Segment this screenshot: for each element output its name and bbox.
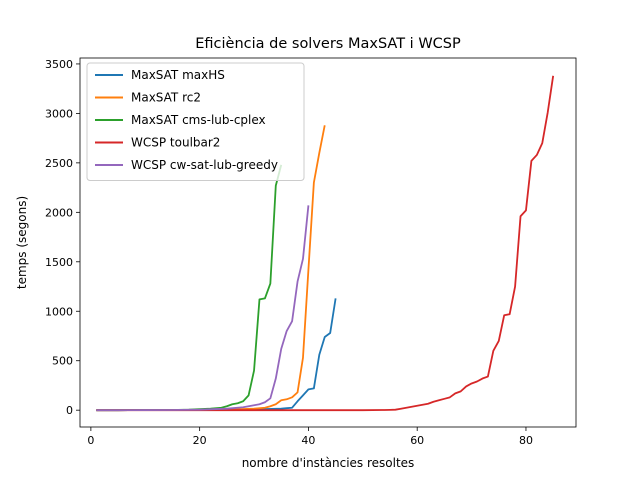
legend-label: MaxSAT cms-lub-cplex (131, 113, 266, 127)
x-tick-label: 40 (301, 434, 315, 447)
legend-label: WCSP toulbar2 (131, 136, 220, 150)
legend-label: WCSP cw-sat-lub-greedy (131, 158, 278, 172)
legend: MaxSAT maxHS MaxSAT rc2 MaxSAT cms-lub-cpl… (86, 62, 305, 181)
legend-label: MaxSAT maxHS (131, 68, 225, 82)
chart-title: Eficiència de solvers MaxSAT i WCSP (195, 36, 461, 52)
x-tick-label: 20 (193, 434, 207, 447)
legend-label: MaxSAT rc2 (131, 91, 201, 105)
y-tick-label: 2500 (45, 157, 73, 170)
y-tick-label: 3000 (45, 107, 73, 120)
axes-layer: 0 20 40 60 80 0 500 1000 1500 2000 2500 3000 3500 (45, 58, 533, 447)
y-tick-label: 0 (66, 404, 73, 417)
y-tick-label: 2000 (45, 206, 73, 219)
y-tick-label: 3500 (45, 58, 73, 71)
x-tick-label: 60 (410, 434, 424, 447)
plot-frame (79, 57, 577, 428)
y-tick-label: 1500 (45, 256, 73, 269)
series-line (96, 205, 310, 412)
legend-box (86, 62, 305, 181)
y-tick-label: 500 (52, 355, 73, 368)
x-axis-label: nombre d'instàncies resoltes (242, 456, 415, 470)
series-line (96, 75, 555, 412)
y-axis-label: temps (segons) (15, 196, 29, 289)
x-tick-label: 80 (519, 434, 533, 447)
y-tick-label: 1000 (45, 305, 73, 318)
plot-layer (96, 75, 555, 412)
x-tick-label: 0 (87, 434, 94, 447)
